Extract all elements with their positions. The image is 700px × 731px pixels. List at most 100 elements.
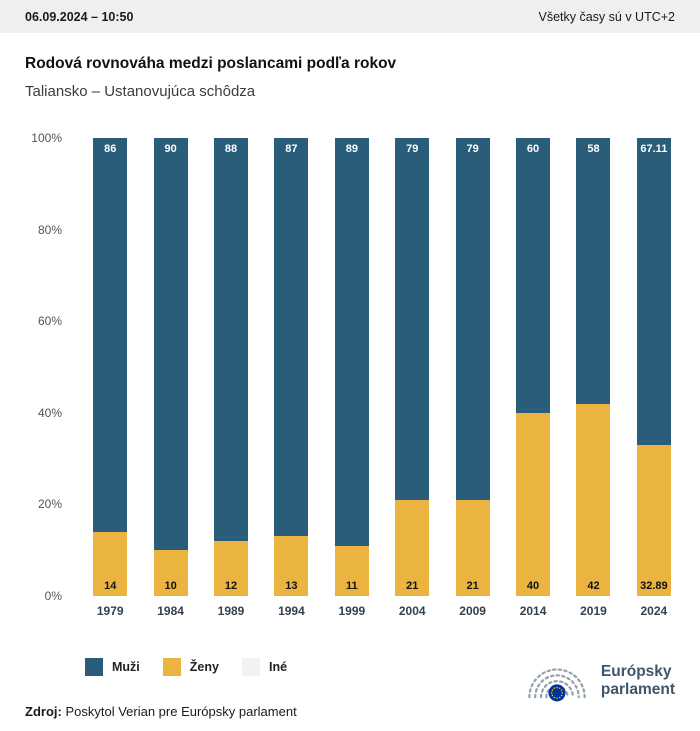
bar-value-label-zeny: 32.89 bbox=[640, 580, 668, 592]
bar-segment-zeny[interactable] bbox=[214, 541, 249, 596]
source-note: Zdroj: Poskytol Verian pre Európsky parl… bbox=[25, 704, 297, 719]
x-axis-label: 2009 bbox=[459, 604, 486, 618]
chart: 0% 20% 40% 60% 80% 100% 86 14 90 10 88 12 87 13 89 11 7… bbox=[0, 131, 700, 618]
plot-area: 86 14 90 10 88 12 87 13 89 11 79 21 79 21 60 40 58 42 67.1… bbox=[80, 138, 684, 596]
bar-value-label-zeny: 21 bbox=[406, 580, 419, 592]
x-axis-label: 1979 bbox=[96, 604, 124, 618]
y-axis-tick-label: 80% bbox=[37, 222, 62, 237]
y-axis-tick-label: 20% bbox=[37, 497, 62, 512]
european-parliament-logo: Európsky parlament bbox=[523, 654, 675, 707]
hemicycle-icon bbox=[523, 654, 591, 707]
bar-value-label-muzi: 90 bbox=[164, 143, 177, 155]
bar-column-2009[interactable]: 79 21 bbox=[442, 138, 502, 596]
legend-swatch bbox=[162, 658, 181, 676]
stacked-bar[interactable]: 89 11 bbox=[334, 138, 369, 596]
stacked-bar[interactable]: 88 12 bbox=[214, 138, 249, 596]
stacked-bar[interactable]: 86 14 bbox=[93, 138, 128, 596]
x-axis-label: 1999 bbox=[338, 604, 366, 618]
bar-column-2019[interactable]: 58 42 bbox=[563, 138, 623, 596]
stacked-bar[interactable]: 79 21 bbox=[455, 138, 490, 596]
x-axis-label: 2014 bbox=[519, 604, 547, 618]
stacked-bar[interactable]: 60 40 bbox=[516, 138, 551, 596]
bar-column-1989[interactable]: 88 12 bbox=[201, 138, 261, 596]
bar-value-label-muzi: 79 bbox=[406, 143, 419, 155]
x-axis-label: 1994 bbox=[278, 604, 305, 618]
stacked-bar[interactable]: 67.11 32.89 bbox=[636, 138, 671, 596]
stacked-bar[interactable]: 87 13 bbox=[274, 138, 309, 596]
bar-value-label-muzi: 79 bbox=[466, 143, 479, 155]
x-axis-label: 2004 bbox=[398, 604, 426, 618]
legend-label: Muži bbox=[112, 660, 140, 674]
bar-segment-muzi[interactable] bbox=[93, 138, 128, 532]
bar-segment-muzi[interactable] bbox=[395, 138, 430, 500]
legend-label: Iné bbox=[268, 660, 288, 674]
bar-column-2024[interactable]: 67.11 32.89 bbox=[624, 138, 684, 596]
title-block: Rodová rovnováha medzi poslancami podľa … bbox=[0, 33, 700, 100]
timezone-note: Všetky časy sú v UTC+2 bbox=[538, 9, 676, 24]
bar-value-label-muzi: 89 bbox=[345, 143, 358, 155]
bar-column-2014[interactable]: 60 40 bbox=[503, 138, 563, 596]
bar-value-label-zeny: 40 bbox=[526, 580, 540, 592]
bar-segment-zeny[interactable] bbox=[636, 445, 671, 596]
bar-value-label-zeny: 11 bbox=[346, 580, 358, 592]
y-axis-tick-label: 100% bbox=[31, 131, 62, 145]
bar-segment-zeny[interactable] bbox=[576, 403, 611, 596]
bar-column-1984[interactable]: 90 10 bbox=[140, 138, 200, 596]
stacked-bar[interactable]: 90 10 bbox=[153, 138, 188, 596]
bar-column-2004[interactable]: 79 21 bbox=[382, 138, 442, 596]
legend-swatch bbox=[85, 658, 103, 676]
bar-segment-muzi[interactable] bbox=[153, 138, 188, 551]
bar-column-1994[interactable]: 87 13 bbox=[261, 138, 321, 596]
bar-value-label-muzi: 58 bbox=[587, 143, 600, 155]
bar-segment-zeny[interactable] bbox=[153, 550, 188, 596]
legend-label: Ženy bbox=[189, 660, 219, 674]
datetime-text: 06.09.2024 – 10:50 bbox=[25, 9, 134, 24]
bar-value-label-zeny: 14 bbox=[104, 580, 117, 592]
bar-segment-muzi[interactable] bbox=[274, 138, 309, 537]
legend-swatch bbox=[241, 658, 260, 676]
bar-segment-muzi[interactable] bbox=[214, 138, 249, 542]
source-text: Poskytol Verian pre Európsky parlament bbox=[65, 704, 297, 719]
bar-segment-muzi[interactable] bbox=[636, 138, 671, 446]
bar-value-label-muzi: 67.11 bbox=[640, 143, 668, 155]
bar-segment-zeny[interactable] bbox=[395, 499, 430, 596]
page-title: Rodová rovnováha medzi poslancami podľa … bbox=[25, 55, 397, 72]
bar-segment-muzi[interactable] bbox=[334, 138, 369, 546]
page-subtitle: Taliansko – Ustanovujúca schôdza bbox=[25, 83, 256, 100]
top-bar: 06.09.2024 – 10:50 Všetky časy sú v UTC+… bbox=[0, 0, 700, 33]
bar-segment-zeny[interactable] bbox=[455, 499, 490, 596]
bar-segment-muzi[interactable] bbox=[455, 138, 490, 500]
y-axis-tick-label: 40% bbox=[37, 405, 62, 420]
bar-segment-zeny[interactable] bbox=[334, 545, 369, 596]
y-axis-tick-label: 60% bbox=[37, 314, 62, 329]
logo-wordmark: Európsky parlament bbox=[601, 663, 675, 699]
bar-segment-zeny[interactable] bbox=[274, 536, 309, 596]
logo-word-line1: Európsky bbox=[600, 662, 672, 680]
stacked-bar[interactable]: 58 42 bbox=[576, 138, 611, 596]
bar-value-label-muzi: 60 bbox=[526, 143, 540, 155]
legend-item-ženy: Ženy bbox=[162, 658, 219, 676]
x-axis-label: 2024 bbox=[640, 604, 668, 618]
bar-column-1999[interactable]: 89 11 bbox=[322, 138, 382, 596]
bar-segment-muzi[interactable] bbox=[516, 138, 551, 413]
bar-value-label-zeny: 10 bbox=[164, 580, 177, 592]
bar-value-label-muzi: 88 bbox=[224, 143, 238, 155]
bar-value-label-muzi: 86 bbox=[104, 143, 117, 155]
legend-item-muži: Muži bbox=[85, 658, 140, 676]
bar-segment-muzi[interactable] bbox=[576, 138, 611, 404]
bar-segment-zeny[interactable] bbox=[93, 531, 128, 596]
bar-segment-zeny[interactable] bbox=[516, 412, 551, 596]
x-axis-label: 1984 bbox=[157, 604, 184, 618]
stacked-bar[interactable]: 79 21 bbox=[395, 138, 430, 596]
source-label: Zdroj: bbox=[25, 704, 62, 719]
bar-value-label-zeny: 21 bbox=[466, 580, 479, 592]
x-axis: 1979 1984 1989 1994 1999 2004 2009 2014 2019 2024 bbox=[80, 596, 684, 618]
bar-value-label-zeny: 12 bbox=[224, 580, 238, 592]
x-axis-label: 1989 bbox=[217, 604, 245, 618]
y-axis-tick-label: 0% bbox=[44, 589, 62, 603]
x-axis-label: 2019 bbox=[580, 604, 607, 618]
logo-word-line2: parlament bbox=[600, 680, 675, 698]
bar-column-1979[interactable]: 86 14 bbox=[80, 138, 140, 596]
bar-value-label-zeny: 42 bbox=[587, 580, 600, 592]
bar-value-label-zeny: 13 bbox=[285, 580, 298, 592]
